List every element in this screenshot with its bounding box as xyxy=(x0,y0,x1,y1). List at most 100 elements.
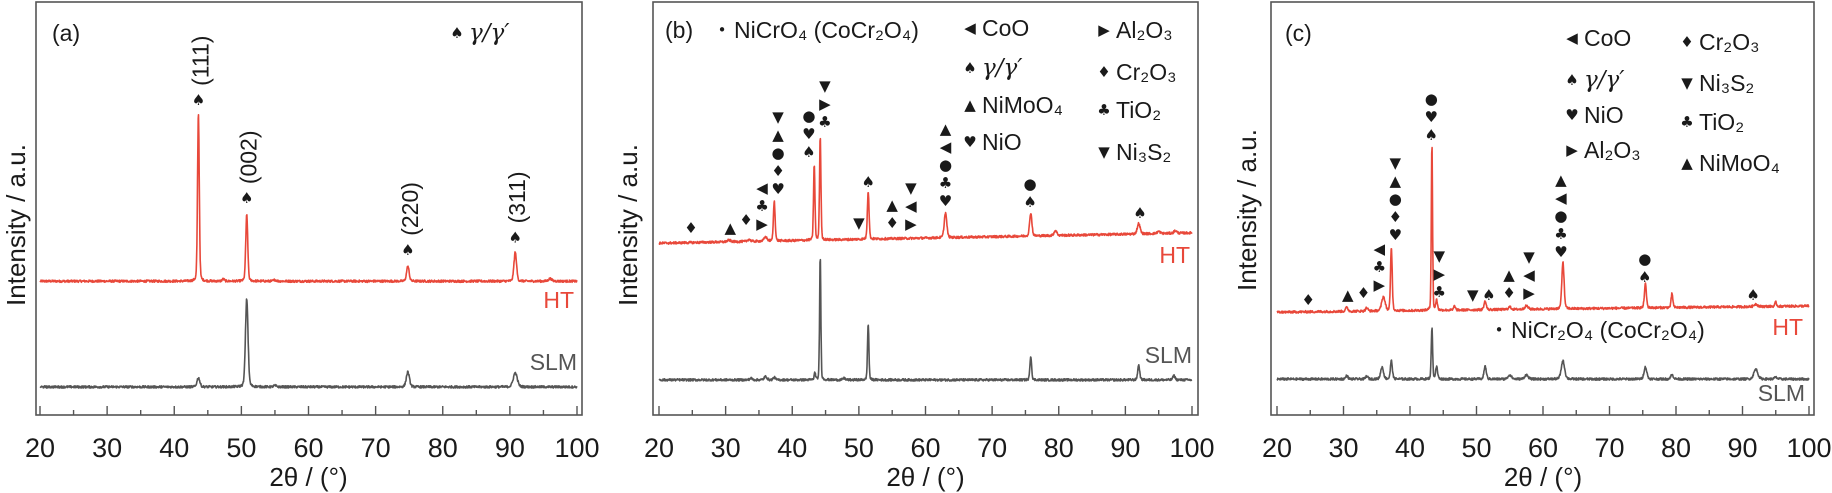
legend-symbol-icon: ▶ xyxy=(1098,21,1110,39)
peak-annotation: ♣▶▼ xyxy=(818,77,831,131)
phase-marker-icon: ♠ xyxy=(1482,286,1495,304)
legend-label: Ni₃S₂ xyxy=(1699,70,1754,96)
x-tick-label: 60 xyxy=(910,433,940,463)
phase-marker-icon: ♠ xyxy=(240,189,253,207)
x-tick-label: 40 xyxy=(1395,433,1425,463)
phase-marker-icon: ▶ xyxy=(1523,284,1535,302)
phase-marker-icon: ▶ xyxy=(756,215,768,233)
legend-label: NiCr₂O₄ (CoCr₂O₄) xyxy=(1511,317,1705,343)
peak-annotation: ♦ xyxy=(739,211,752,229)
peak-annotation: ♦▲ xyxy=(885,196,898,232)
legend-symbol-icon: ♠ xyxy=(1565,71,1578,89)
phase-marker-icon: ♥ xyxy=(1554,243,1567,261)
phase-marker-icon: ♣ xyxy=(755,197,768,215)
phase-marker-icon: ▼ xyxy=(1390,154,1402,172)
series-label-slm: SLM xyxy=(530,349,577,375)
x-tick-label: 80 xyxy=(428,433,458,463)
x-axis-label: 2θ / (°) xyxy=(1504,462,1582,492)
x-axis-label: 2θ / (°) xyxy=(269,462,347,492)
panel-c: 20 30 40 50 60 70 80 90 100 2θ / (°) Intensity / a… xyxy=(1232,1,1832,492)
peak-annotation: ▶♣◀ xyxy=(1373,240,1386,294)
legend-symbol-icon: ♣ xyxy=(1680,113,1693,131)
phase-marker-icon: ◀ xyxy=(1523,266,1535,284)
legend-symbol-icon: ▼ xyxy=(1098,143,1110,161)
series-ht-line xyxy=(39,114,578,284)
peak-annotation: ♥♣●◀▲ xyxy=(939,120,952,210)
legend-symbol-icon: ▲ xyxy=(964,96,976,114)
series-ht-line xyxy=(1276,146,1810,314)
phase-marker-icon: ♠ xyxy=(861,173,874,191)
peak-annotation: ♠● xyxy=(1638,250,1651,286)
phase-marker-icon: ♣ xyxy=(1433,283,1446,301)
phase-marker-icon: ♦ xyxy=(885,214,898,232)
legend-label: Ni₃S₂ xyxy=(1116,139,1171,165)
legend-label: γ/γ′ xyxy=(1584,67,1625,93)
phase-marker-icon: ♠ xyxy=(802,143,815,161)
peak-annotation: ▲ xyxy=(1342,286,1354,304)
phase-marker-icon: ▼ xyxy=(819,77,831,95)
legend-entry: ▶ Al₂O₃ xyxy=(1098,17,1172,43)
phase-marker-icon: ▼ xyxy=(1467,286,1479,304)
x-tick-label: 40 xyxy=(777,433,807,463)
phase-marker-icon: ◀ xyxy=(1374,240,1386,258)
series-slm-line xyxy=(39,298,578,389)
phase-marker-icon: ▲ xyxy=(940,120,952,138)
x-tick-label: 70 xyxy=(361,433,391,463)
peak-annotation: ♠ xyxy=(1133,204,1146,222)
phase-marker-icon: ▼ xyxy=(853,214,865,232)
phase-marker-icon: ♣ xyxy=(818,113,831,131)
phase-marker-icon: ♣ xyxy=(939,174,952,192)
peak-annotation: ♥♦●▲▼ xyxy=(1389,154,1402,244)
legend-symbol-icon: ▲ xyxy=(1681,154,1693,172)
peak-annotation: ♦ xyxy=(1302,291,1315,309)
legend-label: TiO₂ xyxy=(1699,109,1744,135)
peak-annotation: ♦ xyxy=(1357,284,1370,302)
legend-label: TiO₂ xyxy=(1116,97,1161,123)
legend-symbol-icon: ♥ xyxy=(1565,106,1578,124)
panel-label: (b) xyxy=(665,17,693,43)
legend-symbol-icon: ◀ xyxy=(964,19,976,37)
phase-marker-icon: ▶ xyxy=(1433,265,1445,283)
legend-symbol-icon: ▶ xyxy=(1566,141,1578,159)
phase-marker-icon: ▼ xyxy=(1523,248,1535,266)
x-tick-label: 20 xyxy=(1262,433,1292,463)
x-tick-label: 100 xyxy=(1169,433,1214,463)
legend-label: NiO xyxy=(1584,102,1624,128)
phase-marker-icon: ♣ xyxy=(1373,258,1386,276)
miller-index-label: (002) xyxy=(236,130,262,184)
legend-entry: • NiCr₂O₄ (CoCr₂O₄) xyxy=(1495,317,1705,343)
x-tick-label: 50 xyxy=(1461,433,1491,463)
phase-marker-icon: ♠ xyxy=(1746,286,1759,304)
legend-symbol-icon: • xyxy=(718,21,727,39)
x-tick-label: 20 xyxy=(25,433,55,463)
legend-label: Al₂O₃ xyxy=(1584,137,1641,163)
phase-marker-icon: ♦ xyxy=(771,162,784,180)
phase-marker-icon: ▲ xyxy=(1342,286,1354,304)
x-tick-label: 30 xyxy=(711,433,741,463)
legend-label: CoO xyxy=(982,15,1029,41)
phase-marker-icon: ▲ xyxy=(1503,266,1515,284)
series-label-ht: HT xyxy=(1772,314,1803,340)
legend-entry: ♥ NiO xyxy=(963,129,1021,155)
x-tick-label: 90 xyxy=(1110,433,1140,463)
phase-marker-icon: ◀ xyxy=(1555,189,1567,207)
x-tick-label: 40 xyxy=(159,433,189,463)
x-tick-label: 80 xyxy=(1044,433,1074,463)
peak-annotation: ♠♥● xyxy=(802,107,815,161)
legend-entry: ◀ CoO xyxy=(1566,25,1631,51)
phase-marker-icon: ● xyxy=(1389,190,1402,208)
phase-marker-icon: ▲ xyxy=(724,219,736,237)
legend-label: NiMoO₄ xyxy=(982,92,1063,118)
x-tick-label: 80 xyxy=(1661,433,1691,463)
phase-marker-icon: ♠ xyxy=(1023,193,1036,211)
phase-marker-icon: ▲ xyxy=(1555,171,1567,189)
peak-annotation: ▶♣◀ xyxy=(755,179,768,233)
peak-annotation: ♠ (111) xyxy=(187,36,213,109)
legend-label: CoO xyxy=(1584,25,1631,51)
legend-entry: ▲ NiMoO₄ xyxy=(1681,150,1780,176)
legend-symbol-icon: ♦ xyxy=(1680,33,1693,51)
series-label-slm: SLM xyxy=(1758,380,1805,406)
legend-label: Cr₂O₃ xyxy=(1116,59,1176,85)
x-tick-label: 90 xyxy=(495,433,525,463)
